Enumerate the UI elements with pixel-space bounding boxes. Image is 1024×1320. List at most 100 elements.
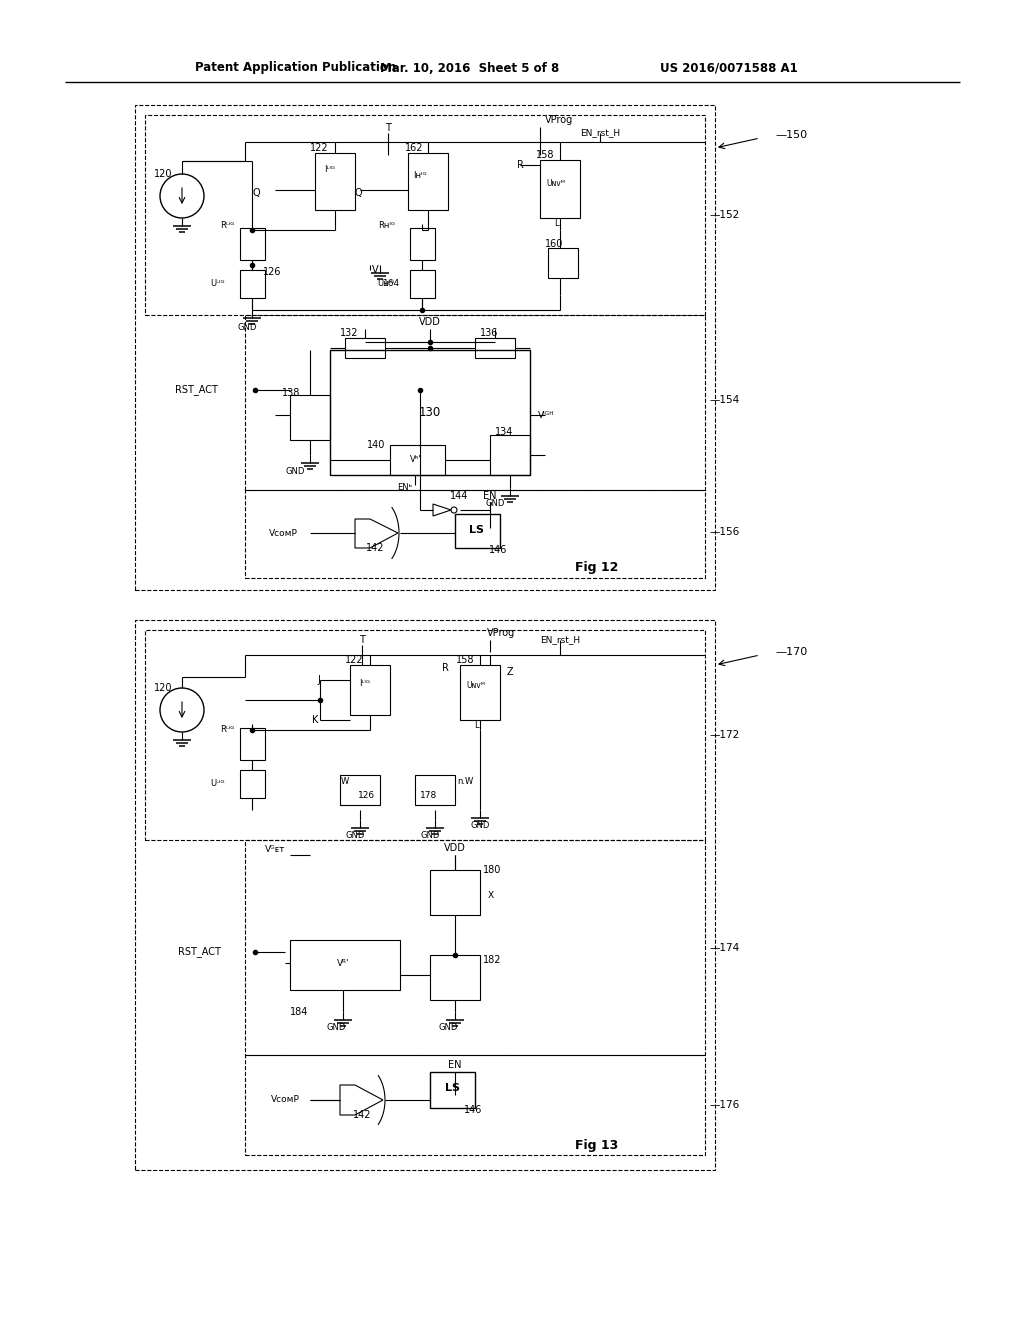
Bar	[135, 620, 715, 1170]
Text: 160: 160	[545, 239, 563, 249]
Text: 122: 122	[345, 655, 364, 665]
Text: 120: 120	[154, 682, 172, 693]
Text: R: R	[516, 160, 523, 170]
Text: 122: 122	[310, 143, 329, 153]
Text: Rᴸᴵᴳ: Rᴸᴵᴳ	[220, 220, 234, 230]
Text: GND: GND	[286, 466, 305, 475]
Text: GND: GND	[345, 832, 365, 841]
Text: —170: —170	[775, 647, 807, 657]
Text: 180: 180	[483, 865, 502, 875]
Text: LS: LS	[469, 525, 484, 535]
Text: Fig 12: Fig 12	[575, 561, 618, 574]
Text: L: L	[474, 722, 478, 730]
Bar	[290, 395, 330, 440]
Text: Uᴸᴵᴳ: Uᴸᴵᴳ	[211, 280, 225, 289]
Text: K: K	[311, 715, 318, 725]
Text: VProg: VProg	[545, 115, 573, 125]
Text: 178: 178	[420, 791, 437, 800]
Text: EN: EN	[483, 491, 497, 502]
Text: W: W	[341, 777, 349, 787]
Text: 146: 146	[488, 545, 507, 554]
Text: —154: —154	[710, 395, 740, 405]
Text: 158: 158	[536, 150, 555, 160]
Bar	[240, 729, 265, 760]
Text: —156: —156	[710, 527, 740, 537]
Bar	[430, 1072, 475, 1107]
Text: Vᴿ': Vᴿ'	[337, 958, 349, 968]
Bar	[240, 228, 265, 260]
Text: Vᴵᴳᴴ: Vᴵᴳᴴ	[538, 411, 554, 420]
Text: GND: GND	[438, 1023, 458, 1032]
Text: 130: 130	[419, 405, 441, 418]
Bar	[135, 106, 715, 590]
Text: Iʜᴵᴳ: Iʜᴵᴳ	[414, 170, 427, 180]
Text: 146: 146	[464, 1105, 482, 1115]
Bar	[475, 338, 515, 358]
Text: Uʜᴵᴳ: Uʜᴵᴳ	[377, 280, 394, 289]
Text: VᴄᴏᴍP: VᴄᴏᴍP	[271, 1096, 300, 1105]
Text: 184: 184	[290, 1007, 308, 1016]
Bar	[245, 315, 705, 490]
Text: GND: GND	[485, 499, 505, 508]
Bar	[290, 940, 400, 990]
Bar	[145, 630, 705, 840]
Bar	[410, 228, 435, 260]
Text: Iᴸᴵᴳ: Iᴸᴵᴳ	[359, 678, 371, 688]
Text: Mar. 10, 2016  Sheet 5 of 8: Mar. 10, 2016 Sheet 5 of 8	[380, 62, 559, 74]
Text: 162: 162	[406, 143, 424, 153]
Text: 140: 140	[367, 440, 385, 450]
Text: Vᴳᴇᴛ: Vᴳᴇᴛ	[265, 846, 286, 854]
Bar	[430, 870, 480, 915]
Text: Uɴᴠᴹ: Uɴᴠᴹ	[547, 178, 565, 187]
Text: VProg: VProg	[487, 628, 515, 638]
Text: T: T	[385, 123, 391, 133]
Text: EN: EN	[449, 1060, 462, 1071]
Bar	[145, 115, 705, 315]
Text: ENᵇ: ENᵇ	[397, 483, 413, 492]
Text: 136: 136	[480, 327, 499, 338]
Text: VᴄᴏᴍP: VᴄᴏᴍP	[269, 528, 298, 537]
Bar	[430, 954, 480, 1001]
Text: Q: Q	[252, 187, 260, 198]
Text: X: X	[488, 891, 495, 899]
Bar	[540, 160, 580, 218]
Text: US 2016/0071588 A1: US 2016/0071588 A1	[660, 62, 798, 74]
Bar	[245, 1055, 705, 1155]
Bar	[390, 445, 445, 475]
Text: VDD: VDD	[444, 843, 466, 853]
Text: EN_rst_H: EN_rst_H	[580, 128, 621, 137]
Text: 142: 142	[366, 543, 384, 553]
Text: 158: 158	[456, 655, 474, 665]
Bar	[415, 775, 455, 805]
Text: —152: —152	[710, 210, 740, 220]
Text: GND: GND	[327, 1023, 346, 1032]
Bar	[460, 665, 500, 719]
Text: —172: —172	[710, 730, 740, 741]
Text: RST_ACT: RST_ACT	[175, 384, 218, 396]
Text: Vᴿ': Vᴿ'	[411, 455, 422, 465]
Text: R: R	[441, 663, 449, 673]
Text: 126: 126	[358, 791, 375, 800]
Text: Uᴸᴵᴳ: Uᴸᴵᴳ	[211, 779, 225, 788]
Bar	[240, 770, 265, 799]
Text: 142: 142	[352, 1110, 372, 1119]
Bar	[490, 436, 530, 475]
Text: V: V	[372, 265, 378, 275]
Text: 134: 134	[495, 426, 513, 437]
Text: EN_rst_H: EN_rst_H	[540, 635, 581, 644]
Text: Z: Z	[507, 667, 513, 677]
Text: Rʜᴵᴳ: Rʜᴵᴳ	[378, 220, 395, 230]
Bar	[350, 665, 390, 715]
Text: 126: 126	[263, 267, 282, 277]
Bar	[240, 271, 265, 298]
Bar	[330, 350, 530, 475]
Text: 144: 144	[450, 491, 468, 502]
Text: T: T	[359, 635, 365, 645]
Text: GND: GND	[470, 821, 489, 830]
Text: Q: Q	[354, 187, 361, 198]
Text: 120: 120	[154, 169, 172, 180]
Text: Iᴸᴵᴳ: Iᴸᴵᴳ	[325, 165, 336, 174]
Bar	[455, 513, 500, 548]
Text: 132: 132	[340, 327, 358, 338]
Text: —150: —150	[775, 129, 807, 140]
